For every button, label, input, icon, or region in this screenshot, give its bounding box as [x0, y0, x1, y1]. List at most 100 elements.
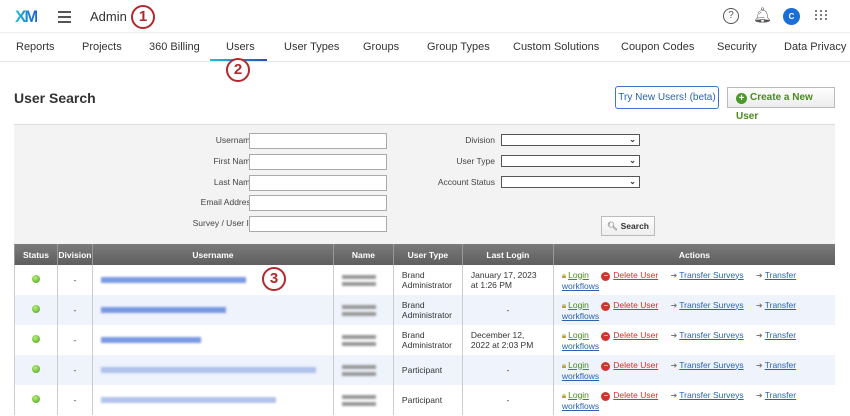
lock-icon: 🔒︎: [561, 300, 567, 310]
transfer-workflows-link[interactable]: Transfer workflows: [561, 269, 797, 291]
col-username: Username: [91, 244, 334, 265]
arrow-right-icon: ➜: [756, 360, 763, 370]
tab-reports[interactable]: Reports: [16, 41, 55, 53]
last-login-cell: -: [461, 295, 554, 325]
active-status-icon: [31, 275, 40, 283]
arrow-right-icon: ➜: [756, 330, 763, 340]
annotation-badge: 2: [226, 58, 250, 82]
transfer-surveys-link[interactable]: Transfer Surveys: [679, 269, 744, 280]
table-row: - Participant - 🔒︎ Login − Delete User ➜ Tr…: [14, 385, 835, 415]
delete-icon: −: [601, 331, 611, 341]
last-login-cell: January 17, 2023 at 1:26 PM: [461, 265, 554, 295]
user-type-cell: Participant: [392, 355, 463, 385]
login-link[interactable]: Login: [568, 359, 589, 370]
arrow-right-icon: ➜: [670, 270, 678, 280]
user-type-cell: Participant: [392, 385, 463, 415]
email-input[interactable]: [249, 195, 387, 211]
username-link[interactable]: [91, 355, 334, 385]
last-login-cell: -: [461, 355, 554, 385]
tab-projects[interactable]: Projects: [82, 41, 122, 53]
lock-icon: 🔒︎: [561, 390, 567, 400]
transfer-workflows-link[interactable]: Transfer workflows: [561, 359, 797, 381]
transfer-surveys-link[interactable]: Transfer Surveys: [679, 359, 744, 370]
username-input[interactable]: [249, 133, 387, 149]
avatar[interactable]: C: [783, 8, 800, 25]
tab-groups[interactable]: Groups: [363, 41, 400, 53]
survey-user-id-input[interactable]: [249, 216, 387, 232]
transfer-workflows-link[interactable]: Transfer workflows: [561, 389, 797, 411]
tab-360-billing[interactable]: 360 Billing: [149, 41, 200, 53]
help-icon[interactable]: ?: [723, 8, 739, 24]
division-cell: -: [56, 385, 93, 415]
status-cell: [14, 385, 58, 415]
tab-users[interactable]: Users: [226, 41, 255, 53]
page-title: User Search: [14, 90, 96, 106]
delete-user-link[interactable]: Delete User: [613, 329, 659, 340]
table-row: - Participant - 🔒︎ Login − Delete User ➜ Tr…: [14, 355, 835, 385]
arrow-right-icon: ➜: [670, 300, 678, 310]
transfer-surveys-link[interactable]: Transfer Surveys: [679, 299, 744, 310]
last-name-input[interactable]: [249, 175, 387, 191]
last-login-cell: -: [461, 385, 554, 415]
admin-tabs: Reports Projects 360 Billing Users User …: [0, 33, 850, 62]
actions-cell: 🔒︎ Login − Delete User ➜ Transfer Surveys ➜…: [552, 355, 835, 385]
create-user-button[interactable]: + Create a New User: [727, 87, 835, 122]
user-type-cell: Brand Administrator: [392, 325, 463, 355]
first-name-input[interactable]: [249, 154, 387, 170]
search-button[interactable]: 🔍︎ Search: [601, 216, 655, 236]
tab-data-privacy[interactable]: Data Privacy: [784, 41, 847, 53]
first-name-label: First Name: [213, 156, 255, 166]
col-division: Division: [56, 244, 93, 265]
tab-user-types[interactable]: User Types: [284, 41, 340, 53]
section-title: Admin: [90, 9, 127, 24]
arrow-right-icon: ➜: [670, 390, 678, 400]
user-type-cell: Brand Administrator: [392, 295, 463, 325]
username-link[interactable]: [91, 325, 334, 355]
division-cell: -: [56, 325, 93, 355]
email-label: Email Address: [200, 197, 255, 207]
user-type-select[interactable]: ⌄: [501, 155, 640, 167]
top-bar: XM Admin ? 🔔︎ C: [0, 0, 850, 33]
login-link[interactable]: Login: [568, 299, 589, 310]
name-cell: [332, 295, 394, 325]
arrow-right-icon: ➜: [756, 390, 763, 400]
tab-coupon-codes[interactable]: Coupon Codes: [621, 41, 695, 53]
username-link[interactable]: [91, 265, 334, 295]
delete-user-link[interactable]: Delete User: [613, 299, 659, 310]
delete-user-link[interactable]: Delete User: [613, 269, 659, 280]
lock-icon: 🔒︎: [561, 270, 567, 280]
xm-logo[interactable]: XM: [15, 7, 38, 26]
division-cell: -: [56, 265, 93, 295]
username-label: Username: [215, 135, 255, 145]
transfer-workflows-link[interactable]: Transfer workflows: [561, 299, 797, 321]
tab-group-types[interactable]: Group Types: [427, 41, 490, 53]
active-status-icon: [31, 335, 40, 343]
bell-icon[interactable]: 🔔︎: [753, 7, 773, 24]
actions-cell: 🔒︎ Login − Delete User ➜ Transfer Surveys ➜…: [552, 325, 835, 355]
transfer-surveys-link[interactable]: Transfer Surveys: [679, 389, 744, 400]
app-grid-icon[interactable]: [815, 10, 828, 20]
col-name: Name: [332, 244, 394, 265]
try-new-users-button[interactable]: Try New Users! (beta): [615, 86, 719, 109]
login-link[interactable]: Login: [568, 329, 589, 340]
search-panel: Username First Name Last Name Email Addr…: [14, 124, 835, 244]
login-link[interactable]: Login: [568, 269, 589, 280]
table-row: - Brand Administrator January 17, 2023 a…: [14, 265, 835, 295]
transfer-surveys-link[interactable]: Transfer Surveys: [679, 329, 744, 340]
actions-cell: 🔒︎ Login − Delete User ➜ Transfer Surveys ➜…: [552, 265, 835, 295]
active-status-icon: [31, 305, 40, 313]
transfer-workflows-link[interactable]: Transfer workflows: [561, 329, 797, 351]
division-select[interactable]: ⌄: [501, 134, 640, 146]
login-link[interactable]: Login: [568, 389, 589, 400]
account-status-select[interactable]: ⌄: [501, 176, 640, 188]
delete-user-link[interactable]: Delete User: [613, 359, 659, 370]
tab-custom-solutions[interactable]: Custom Solutions: [513, 41, 600, 53]
tab-security[interactable]: Security: [717, 41, 757, 53]
username-link[interactable]: [91, 385, 334, 415]
hamburger-menu-icon[interactable]: [58, 11, 71, 26]
delete-user-link[interactable]: Delete User: [613, 389, 659, 400]
active-status-icon: [31, 365, 40, 373]
table-row: - Brand Administrator - 🔒︎ Login − Delete …: [14, 295, 835, 325]
username-link[interactable]: [91, 295, 334, 325]
arrow-right-icon: ➜: [756, 300, 763, 310]
